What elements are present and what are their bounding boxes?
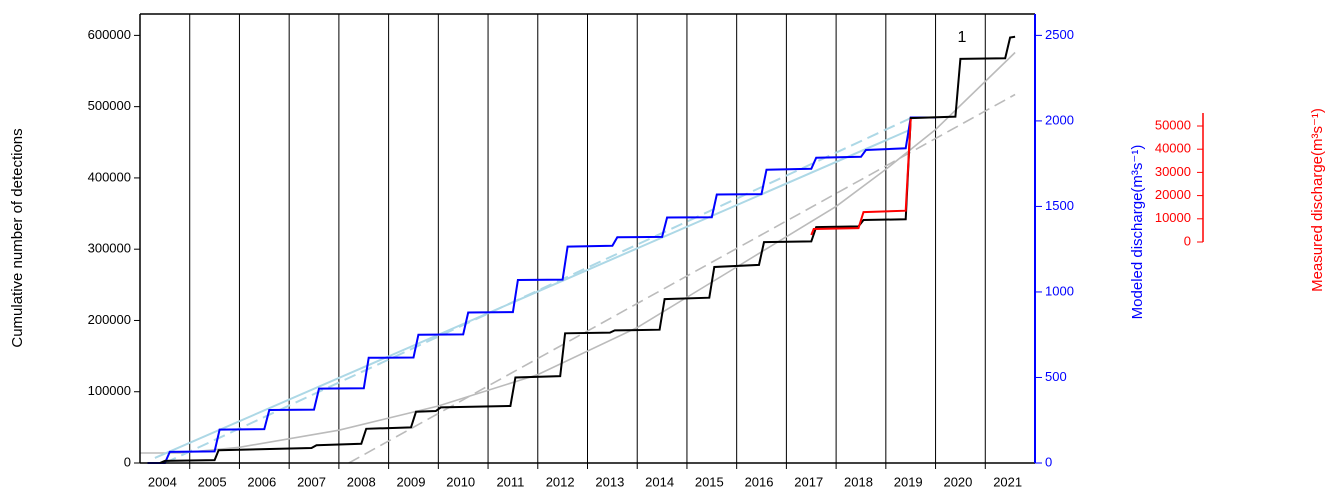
x-tick-label: 2010 [446,474,475,489]
annotation: 1 [958,29,967,46]
y2-tick-label: 1000 [1045,283,1074,298]
y2-tick-label: 500 [1045,369,1067,384]
x-tick-label: 2011 [496,474,524,489]
x-tick-label: 2008 [347,474,376,489]
y-tick-label: 0 [124,454,131,469]
y-tick-label: 500000 [88,98,131,113]
y3-tick-label: 20000 [1155,187,1191,202]
y2-tick-label: 1500 [1045,198,1074,213]
x-tick-label: 2006 [247,474,276,489]
x-tick-label: 2014 [645,474,674,489]
x-tick-label: 2018 [844,474,873,489]
y2-tick-label: 0 [1045,454,1052,469]
x-tick-label: 2021 [993,474,1022,489]
x-tick-label: 2019 [894,474,923,489]
y2-axis-label: Modeled discharge(m³s⁻¹) [1129,145,1146,320]
y3-tick-label: 0 [1184,233,1191,248]
y-axis-label: Cumulative number of detections [9,128,26,347]
series-line [140,51,1016,454]
y2-tick-label: 2000 [1045,112,1074,127]
y3-tick-label: 30000 [1155,164,1191,179]
x-tick-label: 2005 [198,474,227,489]
x-tick-label: 2017 [794,474,823,489]
series-line [147,116,936,464]
x-tick-label: 2012 [546,474,575,489]
x-tick-label: 2009 [397,474,426,489]
x-tick-label: 2020 [943,474,972,489]
series-line [810,118,912,236]
x-tick-label: 2013 [595,474,624,489]
x-tick-label: 2007 [297,474,326,489]
y-tick-label: 200000 [88,312,131,327]
x-tick-label: 2004 [148,474,177,489]
x-tick-label: 2016 [745,474,774,489]
x-tick-label: 2015 [695,474,724,489]
y3-tick-label: 40000 [1155,141,1191,156]
y3-tick-label: 10000 [1155,210,1191,225]
y3-axis-label: Measured discharge(m³s⁻¹) [1309,108,1326,292]
y3-tick-label: 50000 [1155,117,1191,132]
y-tick-label: 600000 [88,27,131,42]
series-line [348,93,1016,464]
series-line [164,114,917,464]
y-tick-label: 300000 [88,241,131,256]
y-tick-label: 400000 [88,169,131,184]
y2-tick-label: 2500 [1045,27,1074,42]
y-tick-label: 100000 [88,383,131,398]
